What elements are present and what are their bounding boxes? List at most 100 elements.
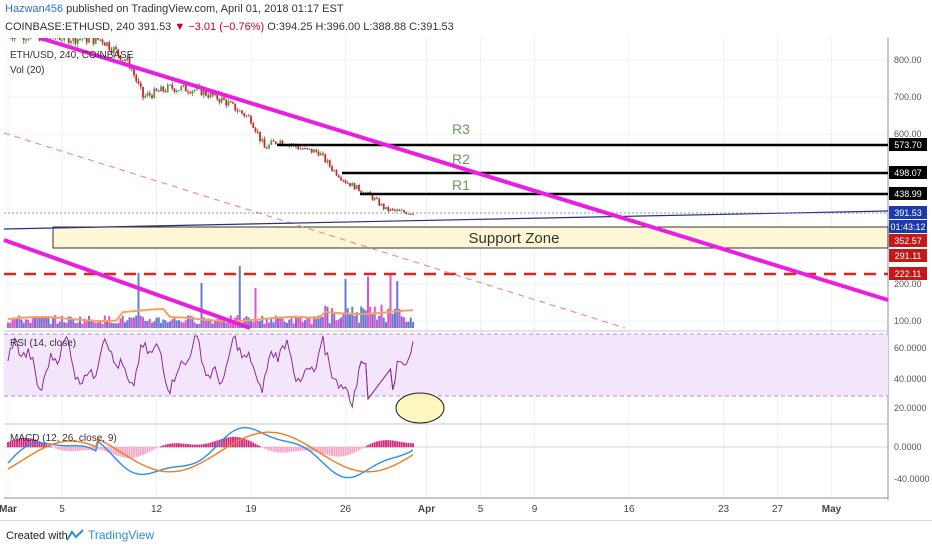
macd-hist-bar-55 — [131, 447, 133, 458]
time-tick-8: 16 — [623, 504, 635, 515]
volume-bar-118 — [273, 322, 275, 328]
time-tick-9: 23 — [718, 504, 730, 515]
time-tick-2: 12 — [151, 504, 163, 515]
volume-bar-121 — [279, 319, 281, 328]
candle-body-168 — [385, 207, 387, 209]
candle-body-150 — [345, 181, 347, 183]
candle-body-103 — [239, 111, 241, 112]
macd-hist-bar-52 — [124, 447, 126, 458]
macd-hist-bar-90 — [210, 443, 212, 448]
candle-body-141 — [324, 154, 326, 162]
candle-body-79 — [185, 85, 187, 91]
candle-body-43 — [104, 43, 106, 46]
candle-body-58 — [138, 81, 140, 83]
macd-hist-bar-109 — [252, 443, 254, 448]
price-tag-label-3: 391.53 — [894, 208, 922, 218]
volume-bar-12 — [34, 317, 36, 328]
volume-bar-97 — [225, 323, 227, 328]
price-chart[interactable]: Support Zone R3 R2 R1 ETH/USD, 240, COIN… — [0, 38, 932, 520]
volume-bar-95 — [221, 322, 223, 328]
macd-hist-bar-116 — [268, 447, 270, 451]
candle-body-143 — [329, 160, 331, 166]
candle-body-74 — [174, 89, 176, 92]
macd-hist-bar-164 — [376, 441, 378, 447]
volume-bar-165 — [378, 316, 380, 328]
price-tag-label-4: 01:43:12 — [890, 222, 925, 232]
macd-hist-bar-84 — [196, 445, 198, 448]
macd-tick-0: 0.0000 — [894, 442, 922, 452]
candle-body-2 — [12, 38, 14, 39]
volume-bar-48 — [115, 323, 117, 328]
macd-hist-bar-75 — [176, 443, 178, 447]
volume-bar-86 — [201, 283, 203, 328]
volume-bar-171 — [392, 314, 394, 328]
macd-hist-bar-41 — [99, 447, 101, 450]
candle-body-137 — [315, 150, 317, 152]
candle-body-32 — [79, 39, 81, 40]
volume-bar-39 — [95, 323, 97, 328]
candle-body-135 — [311, 149, 313, 153]
volume-bar-168 — [385, 322, 387, 328]
macd-hist-bar-130 — [300, 447, 302, 451]
created-with-text: Created with — [6, 530, 68, 542]
candle-body-87 — [203, 90, 205, 95]
candle-body-114 — [264, 139, 266, 147]
candle-body-38 — [93, 38, 95, 44]
candle-body-44 — [106, 42, 108, 45]
macd-hist-bar-80 — [187, 444, 189, 447]
candle-body-89 — [207, 95, 209, 97]
rsi-label: RSI (14, close) — [10, 338, 76, 349]
macd-hist-bar-31 — [77, 447, 79, 451]
volume-bar-120 — [277, 318, 279, 328]
volume-bar-109 — [252, 322, 254, 328]
macd-hist-bar-69 — [162, 445, 164, 447]
candle-body-152 — [349, 183, 351, 186]
macd-hist-bar-29 — [72, 447, 74, 451]
volume-bar-112 — [259, 321, 261, 328]
macd-hist-bar-100 — [232, 437, 234, 447]
candle-body-163 — [374, 198, 376, 200]
tradingview-link[interactable]: TradingView — [66, 528, 154, 542]
volume-bar-29 — [72, 319, 74, 328]
volume-bar-19 — [50, 324, 52, 328]
macd-hist-bar-144 — [331, 447, 333, 456]
candle-body-101 — [234, 103, 236, 110]
price-tag-label-7: 222.11 — [895, 269, 922, 279]
volume-bar-156 — [358, 323, 360, 328]
macd-hist-bar-148 — [340, 447, 342, 457]
volume-bar-125 — [288, 320, 290, 328]
macd-hist-bar-56 — [133, 447, 135, 458]
volume-bar-162 — [372, 315, 374, 328]
candle-body-72 — [169, 85, 171, 86]
candle-body-34 — [84, 38, 86, 39]
macd-hist-bar-22 — [57, 447, 59, 449]
macd-hist-bar-142 — [327, 447, 329, 455]
candle-body-176 — [403, 210, 405, 212]
macd-hist-bar-153 — [351, 447, 353, 454]
candle-body-145 — [333, 170, 335, 171]
volume-bar-161 — [369, 307, 371, 328]
volume-bar-22 — [57, 323, 59, 328]
macd-hist-bar-73 — [171, 443, 173, 447]
macd-hist-bar-141 — [324, 447, 326, 454]
volume-bar-10 — [30, 323, 32, 328]
volume-bar-47 — [113, 323, 115, 328]
volume-bar-132 — [304, 320, 306, 328]
ohlc-values: O:394.25 H:396.00 L:388.88 C:391.53 — [267, 21, 454, 33]
macd-hist-bar-139 — [320, 447, 322, 453]
macd-hist-bar-66 — [156, 447, 158, 448]
candle-body-35 — [86, 38, 88, 43]
volume-bar-147 — [338, 319, 340, 328]
macd-hist-bar-23 — [59, 447, 61, 450]
author-link[interactable]: Hazwan456 — [5, 3, 63, 15]
candle-body-105 — [243, 113, 245, 116]
ticker-line: COINBASE:ETHUSD, 240 — [5, 21, 135, 33]
candle-body-30 — [75, 38, 77, 44]
down-arrow-icon: ▼ — [174, 21, 185, 33]
macd-hist-bar-125 — [288, 447, 290, 452]
rsi-highlight-ellipse[interactable] — [396, 393, 444, 423]
macd-hist-bar-180 — [412, 443, 414, 447]
volume-bar-151 — [347, 308, 349, 328]
price-tick-0: 800.00 — [894, 55, 922, 65]
